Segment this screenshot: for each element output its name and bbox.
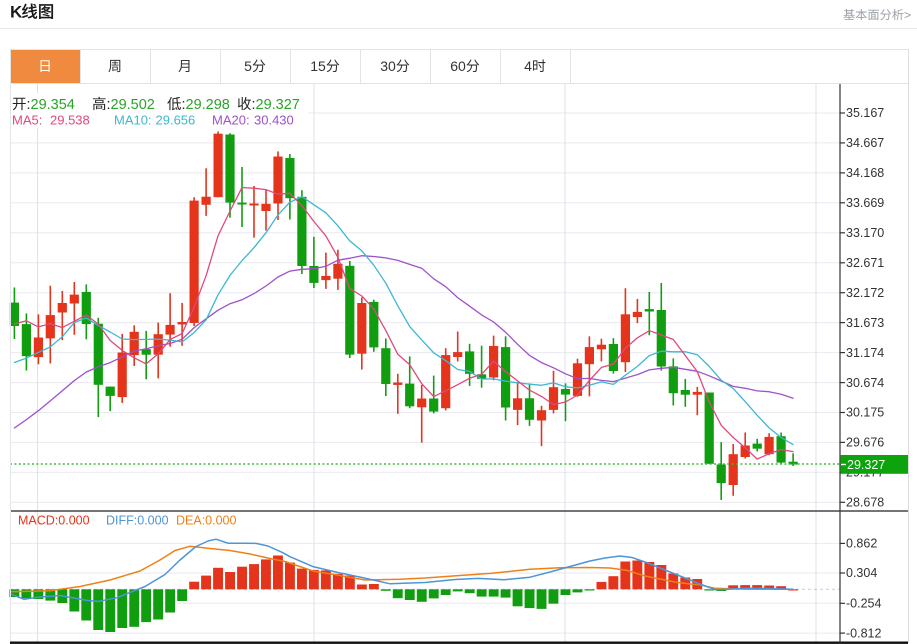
svg-text:15: 15 [310, 58, 326, 74]
svg-text:34.667: 34.667 [846, 136, 884, 150]
svg-text:31.174: 31.174 [846, 346, 884, 360]
svg-text:5: 5 [244, 58, 252, 74]
svg-text:60: 60 [450, 58, 466, 74]
svg-text:32.671: 32.671 [846, 256, 884, 270]
svg-text:33.669: 33.669 [846, 196, 884, 210]
svg-text:DIFF:0.000: DIFF:0.000 [106, 514, 169, 528]
svg-text:33.170: 33.170 [846, 226, 884, 240]
svg-text:0.304: 0.304 [846, 566, 877, 580]
svg-text:29.502: 29.502 [111, 97, 155, 113]
svg-text:30.430: 30.430 [254, 113, 294, 128]
svg-text:30.175: 30.175 [846, 406, 884, 420]
svg-text:MACD:0.000: MACD:0.000 [18, 514, 90, 528]
svg-text:K: K [10, 3, 23, 22]
svg-text:30: 30 [380, 58, 396, 74]
svg-text:MA10:: MA10: [114, 113, 152, 128]
svg-text:29.298: 29.298 [186, 97, 230, 113]
svg-text:-0.254: -0.254 [846, 597, 881, 611]
svg-text:-0.812: -0.812 [846, 626, 881, 640]
svg-text:>: > [904, 8, 911, 22]
svg-text:29.354: 29.354 [31, 97, 75, 113]
svg-text:32.172: 32.172 [846, 286, 884, 300]
svg-text:MA5:: MA5: [12, 113, 42, 128]
svg-text::: : [252, 97, 256, 113]
svg-text:29.538: 29.538 [50, 113, 90, 128]
svg-text:MA20:: MA20: [212, 113, 250, 128]
svg-text:0.862: 0.862 [846, 537, 877, 551]
svg-text::: : [107, 97, 111, 113]
svg-text::: : [182, 97, 186, 113]
svg-text:28.678: 28.678 [846, 496, 884, 510]
svg-text:35.167: 35.167 [846, 106, 884, 120]
svg-text:29.327: 29.327 [256, 97, 300, 113]
svg-text:29.676: 29.676 [846, 436, 884, 450]
svg-text:4: 4 [524, 58, 532, 74]
svg-text:30.674: 30.674 [846, 376, 884, 390]
svg-text:29.656: 29.656 [156, 113, 196, 128]
svg-text:34.168: 34.168 [846, 166, 884, 180]
svg-text::: : [27, 97, 31, 113]
svg-text:DEA:0.000: DEA:0.000 [176, 514, 237, 528]
svg-text:31.673: 31.673 [846, 316, 884, 330]
svg-text:29.327: 29.327 [847, 458, 885, 472]
